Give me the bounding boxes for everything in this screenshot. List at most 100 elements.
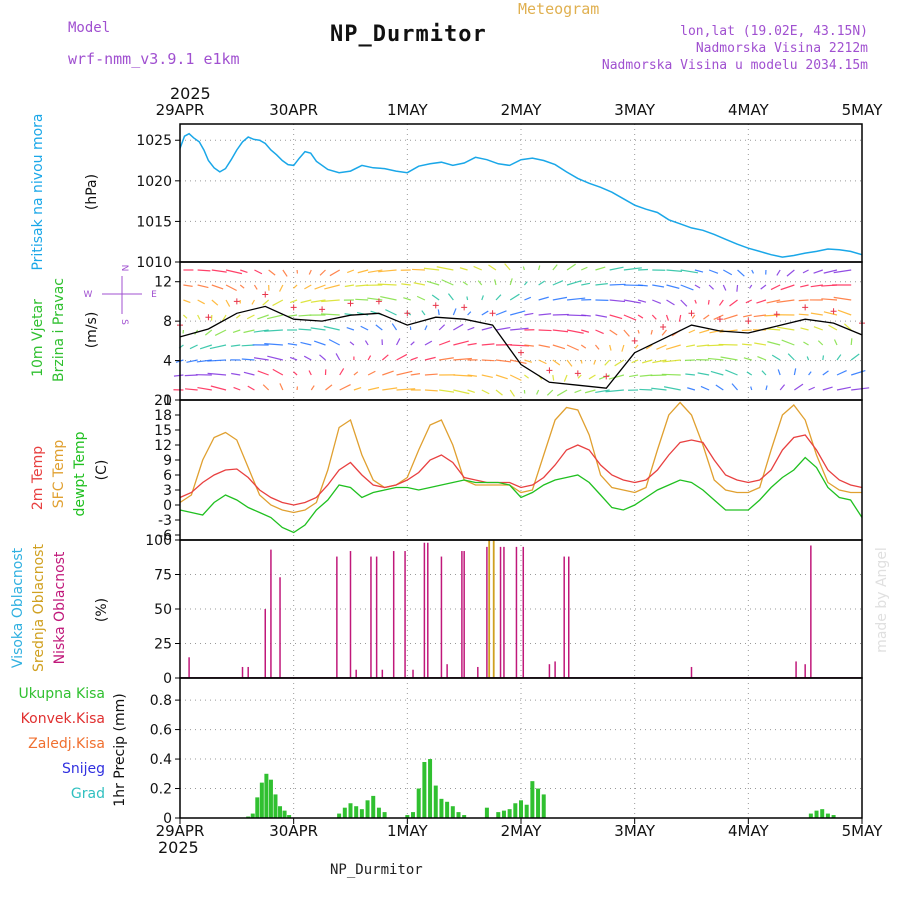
wind-arrow	[396, 370, 413, 376]
wind-arrow	[196, 359, 212, 363]
wind-arrow	[699, 329, 710, 334]
precip-bar	[376, 807, 381, 818]
wind-arrow	[605, 389, 624, 393]
wind-arrow	[241, 344, 255, 347]
wind-arrow	[509, 293, 520, 301]
wind-arrow	[396, 388, 416, 391]
wind-arrow	[793, 368, 797, 376]
gust-marker	[830, 308, 837, 315]
wind-arrow	[813, 269, 823, 274]
wind-arrow	[183, 299, 191, 304]
wind-arrow	[504, 263, 511, 271]
wind-arrow	[453, 323, 464, 331]
compass-s: S	[119, 319, 129, 325]
wind-arrow	[412, 268, 425, 271]
wind-arrow	[552, 344, 566, 350]
wind-arrow	[743, 357, 752, 361]
wind-arrow	[584, 389, 596, 394]
precip-bar	[354, 806, 359, 818]
wind-arrow	[736, 284, 739, 292]
wind-arrow	[566, 329, 584, 334]
wind-arrow	[197, 269, 211, 272]
wind-arrow	[645, 344, 653, 350]
wind-arrow	[303, 355, 312, 361]
wind-arrow	[609, 299, 626, 303]
wind-arrow	[828, 324, 838, 331]
precip-ytick-label: 0.4	[150, 752, 172, 768]
wind-arrow	[757, 356, 767, 361]
wind-arrow	[225, 269, 243, 275]
wind-arrow	[798, 299, 809, 302]
wind-arrow	[822, 355, 825, 361]
wind-arrow	[798, 313, 809, 316]
wind-arrow	[403, 297, 411, 301]
precip-bar	[405, 815, 410, 818]
pressure-line	[179, 132, 863, 258]
wind-arrow	[656, 344, 667, 350]
legend-snow: Snijeg	[61, 761, 105, 777]
wind-arrow	[800, 284, 809, 288]
wind-arrow	[239, 284, 245, 289]
wind-arrow	[355, 284, 369, 287]
wind-arrow	[481, 343, 495, 346]
wind-arrow	[746, 371, 753, 376]
wind-arrow	[614, 359, 625, 367]
wind-arrow	[262, 299, 270, 306]
precip-unit: 1hr Precip (mm)	[112, 693, 128, 806]
x-tick-top: 4MAY	[728, 101, 770, 119]
x-tick-bottom: 29APR	[156, 822, 205, 840]
wind-arrow	[452, 308, 457, 316]
wind-arrow	[253, 329, 269, 333]
x-tick-bottom: 5MAY	[842, 822, 884, 840]
wind-arrow	[760, 284, 767, 290]
wind-arrow	[524, 374, 529, 379]
gust-marker	[347, 300, 354, 307]
wind-arrow	[197, 314, 201, 320]
grid-lines	[180, 124, 862, 819]
wind-arrow	[538, 296, 549, 301]
wind-arrow	[588, 374, 596, 380]
wind-arrow	[836, 386, 851, 391]
wind-arrow	[207, 372, 227, 376]
wind-arrow	[631, 359, 639, 364]
gust-marker	[631, 337, 638, 344]
wind-arrow	[367, 370, 376, 376]
wind-arrow	[467, 326, 475, 331]
wind-arrow	[488, 264, 497, 271]
gust-marker	[205, 314, 212, 321]
wind-arrow	[623, 314, 637, 321]
wind-arrow	[329, 269, 341, 277]
wind-arrow	[243, 371, 255, 376]
wind-arrow	[466, 296, 469, 301]
wind-arrow	[538, 329, 552, 332]
wind-ytick-label: 12	[154, 275, 172, 291]
wind-arrow	[770, 284, 781, 291]
wind-arrow	[235, 314, 241, 319]
wind-arrow	[595, 266, 606, 271]
elevation-label: Nadmorska Visina 2212m	[695, 41, 868, 56]
wind-arrow	[776, 299, 795, 303]
wind-speed-line	[179, 305, 863, 389]
wind-arrow	[696, 344, 710, 348]
wind-arrow	[810, 312, 823, 316]
x-tick-top: 30APR	[269, 101, 318, 119]
wind-arrow	[453, 357, 472, 361]
precip-bar	[342, 807, 347, 818]
wind-arrow	[652, 299, 662, 304]
wind-arrow	[777, 326, 795, 331]
wind-arrow	[477, 280, 483, 286]
wind-arrow	[694, 299, 697, 304]
wind-arrow	[697, 372, 710, 376]
wind-arrow	[243, 329, 255, 334]
wind-ytick-label: 0	[163, 393, 172, 409]
wind-arrow	[416, 295, 426, 301]
wind-arrow	[686, 344, 696, 348]
wind-arrow	[308, 370, 312, 376]
legend-convective-rain: Konvek.Kisa	[20, 711, 105, 727]
wind-arrow	[694, 284, 701, 289]
wind-arrow	[382, 387, 398, 391]
wind-arrow	[231, 372, 241, 376]
credit-label: made by Angel	[874, 547, 890, 653]
wind-arrow	[637, 299, 647, 303]
wind-arrow	[524, 359, 533, 363]
